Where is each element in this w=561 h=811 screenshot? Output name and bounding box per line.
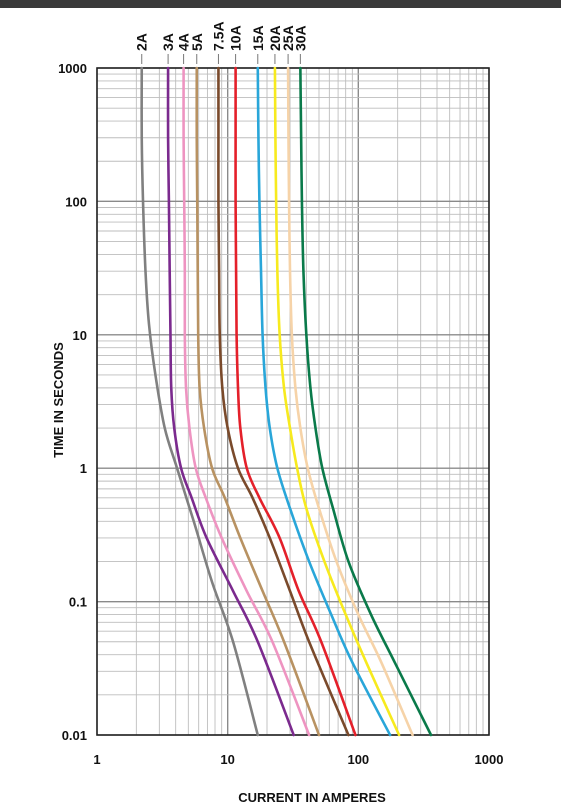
series-line-4a [182, 66, 311, 737]
series-label: 4A [176, 33, 192, 51]
plot-frame [96, 67, 490, 736]
series-label: 30A [292, 25, 308, 51]
y-axis-ticks: 0.01 0.1 1 10 100 1000 [58, 61, 87, 743]
y-axis-title: TIME IN SECONDS [51, 342, 66, 458]
y-tick-label: 10 [73, 328, 87, 343]
x-tick-label: 1 [93, 752, 100, 767]
series-label: 25A [280, 25, 296, 51]
x-tick-label: 1000 [475, 752, 504, 767]
series-line-20a [273, 66, 401, 737]
x-axis-ticks: 1 10 100 1000 [93, 752, 503, 767]
series-label: 2A [134, 33, 150, 51]
series-label: 20A [267, 25, 283, 51]
series-line-10a [234, 66, 357, 737]
series-label: 5A [189, 33, 205, 51]
series-line-5a [195, 66, 321, 737]
series-line-2a [140, 66, 260, 737]
x-axis-title: CURRENT IN AMPERES [238, 790, 386, 805]
curves [140, 66, 433, 737]
series-label: 7.5A [210, 21, 226, 51]
series-line-25a [286, 66, 414, 737]
x-tick-label: 10 [220, 752, 234, 767]
y-tick-label: 1000 [58, 61, 87, 76]
x-tick-label: 100 [347, 752, 369, 767]
series-line-30a [299, 66, 433, 737]
y-tick-label: 0.1 [69, 595, 87, 610]
series-line-15a [256, 66, 392, 737]
y-tick-label: 0.01 [62, 728, 87, 743]
series-label: 10A [228, 25, 244, 51]
top-bar [0, 0, 561, 8]
series-label: 3A [160, 33, 176, 51]
y-tick-label: 100 [65, 194, 87, 209]
series-line-7-5a [217, 66, 350, 737]
y-tick-label: 1 [80, 461, 87, 476]
series-label: 15A [250, 25, 266, 51]
grid [96, 67, 490, 736]
series-line-3a [166, 66, 295, 737]
